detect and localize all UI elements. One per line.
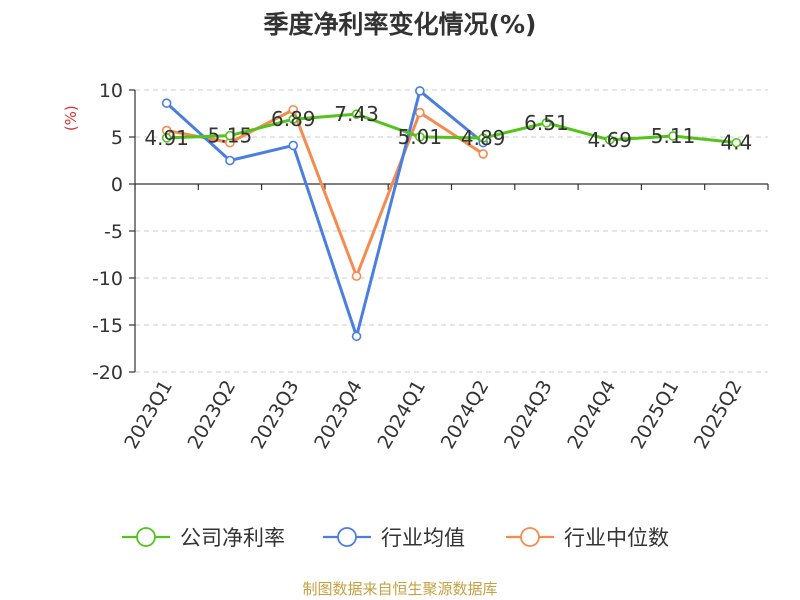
- y-tick-label: -10: [92, 268, 123, 290]
- y-tick-label: 0: [111, 174, 123, 196]
- chart-title: 季度净利率变化情况(%): [264, 10, 537, 39]
- x-tick-label: 2024Q2: [437, 377, 494, 453]
- x-tick-label: 2024Q3: [500, 377, 557, 453]
- legend-label: 公司净利率: [180, 526, 285, 550]
- data-point: [731, 137, 742, 148]
- source-note: 制图数据来自恒生聚源数据库: [302, 580, 497, 598]
- data-labels: 4.91 5.15 6.89 7.43 5.01 4.89 6.51 4.69 5.11 4.4: [144, 102, 752, 154]
- data-point: [541, 118, 552, 128]
- data-point: [478, 149, 488, 159]
- data-label: 4.91: [144, 126, 189, 150]
- data-point: [288, 114, 299, 125]
- data-point: [415, 132, 425, 142]
- data-point: [415, 86, 425, 96]
- data-label: 5.01: [398, 125, 443, 149]
- x-tick-label: 2023Q4: [310, 377, 367, 453]
- x-tick-label: 2023Q2: [184, 377, 241, 453]
- legend: 公司净利率 行业均值 行业中位数: [122, 526, 669, 550]
- series-公司净利率: [161, 109, 742, 148]
- legend-label: 行业中位数: [564, 526, 669, 550]
- data-point: [478, 133, 488, 143]
- data-label: 4.4: [720, 131, 752, 155]
- data-label: 7.43: [334, 102, 379, 126]
- data-label: 6.51: [524, 111, 569, 135]
- legend-item[interactable]: 行业中位数: [506, 526, 669, 550]
- x-tick-label: 2023Q1: [120, 377, 177, 453]
- data-point: [351, 331, 362, 342]
- legend-item[interactable]: 行业均值: [323, 526, 465, 550]
- x-tick-label: 2025Q2: [690, 377, 747, 453]
- data-point: [161, 133, 172, 143]
- series-layer: [161, 86, 742, 342]
- legend-label: 行业均值: [381, 526, 465, 550]
- data-label: 5.11: [651, 124, 696, 148]
- y-axis-label: (%): [62, 105, 80, 131]
- y-tick-label: -5: [104, 221, 123, 243]
- data-point: [668, 131, 678, 141]
- x-tick-label: 2025Q1: [627, 377, 684, 453]
- data-point: [604, 135, 615, 145]
- data-point: [225, 155, 235, 166]
- data-point: [415, 107, 425, 118]
- x-tick-label: 2023Q3: [247, 377, 304, 453]
- legend-swatch-marker: [337, 527, 357, 547]
- y-tick-label: 10: [99, 80, 123, 102]
- data-point: [161, 98, 172, 108]
- data-point: [288, 104, 299, 115]
- series-line: [165, 89, 485, 338]
- data-point: [351, 271, 362, 281]
- data-point: [351, 109, 362, 119]
- x-tick-label: 2024Q1: [373, 377, 430, 453]
- data-label: 4.69: [587, 128, 632, 152]
- data-label: 4.89: [461, 126, 506, 150]
- series-line: [166, 112, 737, 145]
- data-point: [288, 140, 299, 151]
- y-tick-label: -15: [92, 315, 123, 337]
- legend-item[interactable]: 公司净利率: [122, 526, 285, 550]
- data-label: 5.15: [208, 124, 253, 148]
- series-line: [166, 108, 484, 278]
- series-行业均值: [161, 86, 488, 342]
- x-tick-label: 2024Q4: [563, 377, 620, 453]
- y-tick-label: 5: [111, 127, 123, 149]
- legend-swatch-marker: [136, 527, 156, 547]
- legend-swatch-marker: [520, 527, 540, 547]
- y-tick-label: -20: [92, 362, 123, 384]
- data-point: [225, 130, 235, 141]
- data-label: 6.89: [271, 107, 316, 131]
